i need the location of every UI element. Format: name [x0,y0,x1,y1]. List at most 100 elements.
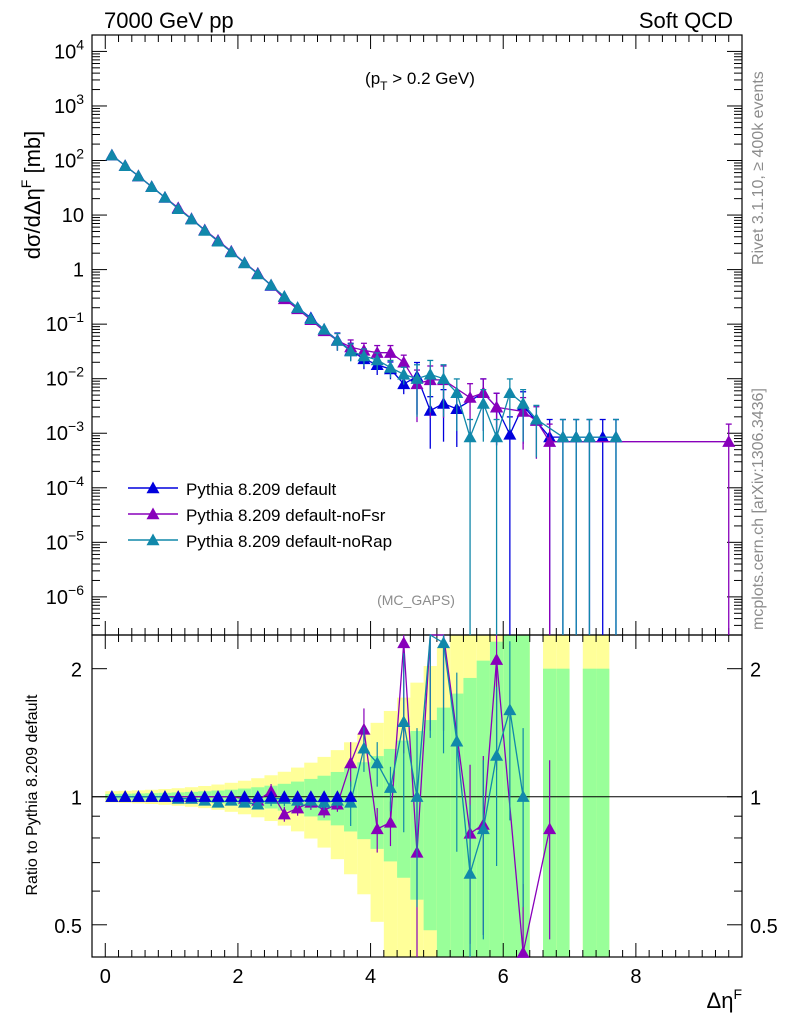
y-tick-label: 1 [73,260,84,282]
x-axis-label: ΔηF [707,986,743,1013]
data-point [304,312,318,325]
data-point [450,386,464,399]
legend-entry: Pythia 8.209 default [128,480,337,499]
ratio-tick-label-right: 1 [750,788,761,810]
header-process-label: Soft QCD [639,8,733,33]
y-tick-label: 10−3 [46,418,84,445]
y-tick-label: 10 [62,205,84,227]
data-point [330,334,344,346]
ratio-point [397,715,411,728]
data-point [423,367,437,380]
ratio-point [397,636,411,649]
data-point [383,346,397,358]
series-3 [105,148,623,635]
series-2 [105,148,736,635]
data-point [543,435,557,447]
data-point [171,202,185,215]
x-tick-label: 8 [630,966,641,988]
y-axis-label: dσ/dΔηF [mb] [18,131,45,260]
analysis-watermark: (MC_GAPS) [377,592,455,608]
axis-labels: 0 2 4 6 810410310210110−110−210−310−410−510−… [18,36,778,1013]
data-point [722,435,736,447]
side-label-rivet: Rivet 3.1.10, ≥ 400k events [750,71,767,265]
ratio-point [437,636,451,649]
band-1sigma [556,668,570,957]
data-point [184,212,198,225]
ratio-reference-point [238,790,252,802]
ratio-point [277,807,291,820]
ratio-reference-point [344,790,358,802]
header-beam-label: 7000 GeV pp [104,8,234,33]
data-point [251,267,265,280]
y-tick-label: 10−4 [46,473,84,500]
band-1sigma [582,668,597,957]
ratio-tick-label-left: 2 [71,660,82,682]
data-point [490,400,504,413]
data-point [105,148,119,161]
ratio-reference-point [211,790,225,802]
y-tick-label: 10−1 [46,309,84,336]
data-point [317,322,331,335]
ratio-point [383,815,397,828]
legend-entry: Pythia 8.209 default-noFsr [128,506,386,525]
data-point [463,391,477,403]
data-point [370,346,384,358]
data-point [383,361,397,373]
cut-annotation: (pT > 0.2 GeV) [365,69,475,93]
legend-marker [146,507,160,520]
ratio-reference-point [158,790,172,802]
ratio-point [463,866,477,879]
data-point [437,372,451,384]
x-tick-label: 0 [100,966,111,988]
y-tick-label: 103 [54,91,84,118]
data-point [582,430,596,443]
data-point [410,372,424,384]
data-point [556,430,570,443]
data-point [609,430,623,443]
ratio-point [370,822,384,835]
band-1sigma [370,756,384,849]
ratio-point [450,734,464,747]
data-point [357,349,371,362]
ratio-reference-point [184,790,198,802]
data-point [158,190,172,203]
ratio-y-axis-label: Ratio to Pythia 8.209 default [24,694,41,896]
y-tick-label: 102 [54,146,84,173]
data-point [476,397,490,409]
ratio-tick-label-left: 1 [71,788,82,810]
ratio-reference-point [291,790,305,802]
data-point [503,386,517,399]
y-tick-label: 104 [54,36,84,63]
band-1sigma [357,762,371,840]
series-layer [105,148,736,635]
ratio-reference-point [171,790,185,802]
ratio-layer [105,633,557,958]
axis-ticks [92,34,742,957]
data-point [118,159,132,171]
side-label-mcplots: mcplots.cern.ch [arXiv:1306.3436] [750,388,767,630]
legend-label: Pythia 8.209 default [186,480,337,499]
data-point [503,427,517,440]
ratio-reference-point [277,790,291,802]
band-1sigma [596,668,610,957]
ratio-reference-point [264,790,278,802]
data-point [291,301,305,313]
legend-label: Pythia 8.209 default-noFsr [186,506,386,525]
ratio-tick-label-left: 0.5 [54,916,82,938]
series-1 [105,148,623,635]
ratio-point [357,741,371,754]
legend-marker [146,533,160,546]
ratio-tick-label-right: 2 [750,660,761,682]
ratio-reference-point [317,790,331,802]
band-1sigma [423,720,437,931]
data-point [211,234,225,247]
ratio-point [516,946,530,958]
ratio-point [370,756,384,769]
data-point [145,180,159,192]
ratio-point [344,756,358,769]
data-point [490,430,504,443]
ratio-point [476,822,490,835]
data-point [370,353,384,366]
ratio-point [490,749,504,761]
